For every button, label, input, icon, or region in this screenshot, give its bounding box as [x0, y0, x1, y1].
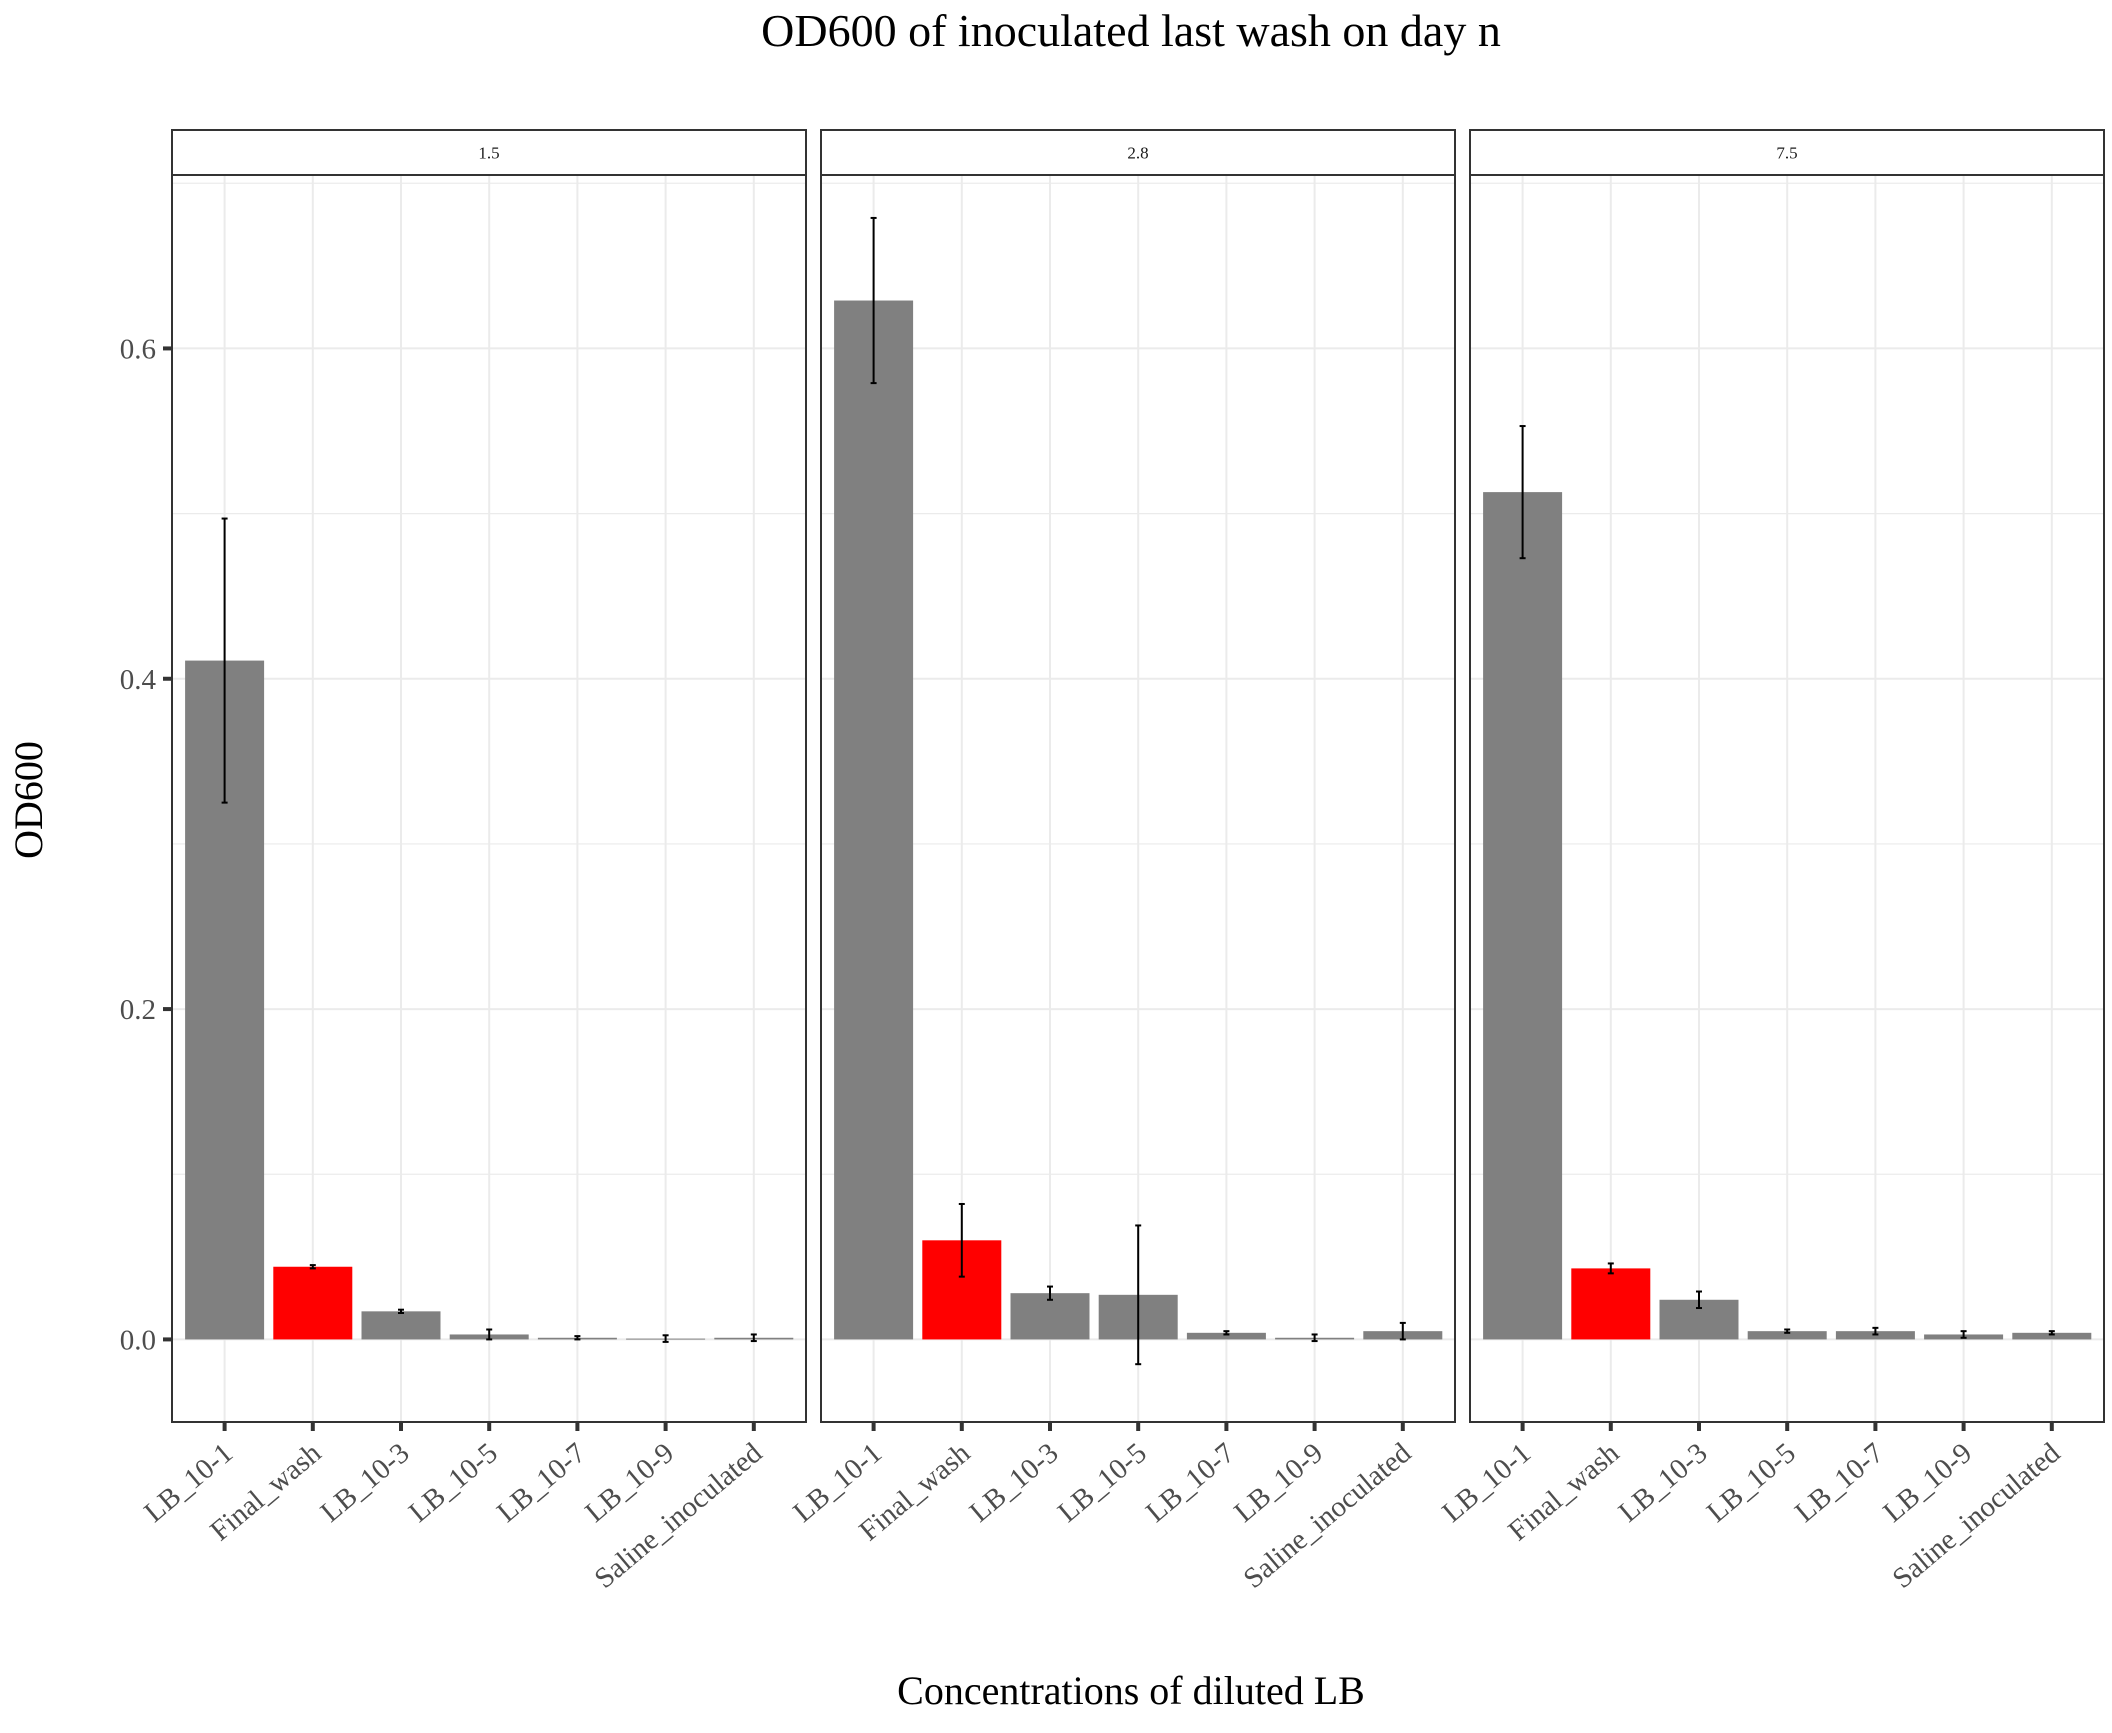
facet-panels: 1.5LB_10-1Final_washLB_10-3LB_10-5LB_10-…	[120, 129, 2105, 1595]
error-bar	[309, 1264, 316, 1270]
y-tick-label: 0.2	[120, 994, 156, 1026]
bar	[1010, 1293, 1090, 1340]
error-bar	[221, 517, 228, 804]
bar	[361, 1311, 441, 1340]
facet-panel: 2.8LB_10-1Final_washLB_10-3LB_10-5LB_10-…	[787, 129, 1456, 1595]
error-bar	[870, 216, 877, 385]
error-bar	[1135, 1224, 1142, 1366]
error-bar	[1311, 1333, 1318, 1343]
error-bar	[1519, 425, 1526, 560]
error-bar	[2048, 1330, 2055, 1336]
bar	[1571, 1268, 1651, 1340]
facet-strip-label: 1.5	[478, 144, 499, 163]
x-axis-title: Concentrations of diluted LB	[897, 1668, 1365, 1713]
error-bar	[1607, 1262, 1614, 1275]
error-bar	[1960, 1330, 1967, 1339]
facet-panel: 7.5LB_10-1Final_washLB_10-3LB_10-5LB_10-…	[1436, 129, 2105, 1595]
error-bar	[958, 1202, 965, 1278]
error-bar	[574, 1335, 581, 1341]
error-bar	[398, 1308, 404, 1314]
bar	[1483, 492, 1563, 1340]
bar	[1747, 1331, 1827, 1340]
error-bar	[750, 1333, 757, 1343]
facet-panel: 1.5LB_10-1Final_washLB_10-3LB_10-5LB_10-…	[138, 129, 807, 1595]
y-tick-label: 0.0	[120, 1324, 156, 1356]
error-bar	[1047, 1285, 1053, 1301]
bar	[1186, 1332, 1266, 1340]
error-bar	[1784, 1328, 1791, 1334]
facet-strip-label: 2.8	[1127, 144, 1148, 163]
error-bar	[1399, 1321, 1406, 1341]
error-bar	[1696, 1290, 1702, 1310]
y-tick-label: 0.6	[120, 333, 156, 365]
y-axis-title: OD600	[6, 741, 51, 859]
y-tick-label: 0.4	[120, 664, 157, 696]
facet-strip	[1469, 129, 2105, 176]
facet-strip-label: 7.5	[1776, 144, 1797, 163]
bar	[2012, 1332, 2092, 1340]
facet-strip	[820, 129, 1456, 176]
chart-title: OD600 of inoculated last wash on day n	[761, 5, 1501, 56]
error-bar	[662, 1334, 669, 1343]
facet-strip	[171, 129, 807, 176]
bar	[273, 1266, 353, 1340]
bar	[834, 300, 914, 1340]
y-axis: 0.0 0.2 0.4 0.6	[120, 333, 172, 1356]
error-bar	[1223, 1330, 1230, 1336]
error-bar	[486, 1328, 493, 1341]
error-bar	[1872, 1326, 1879, 1336]
